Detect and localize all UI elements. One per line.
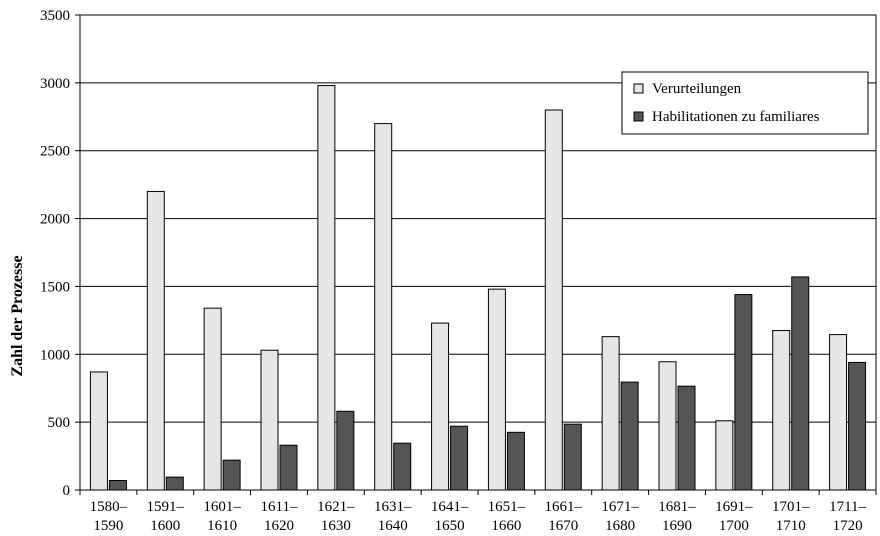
bar-verurteilungen: [203, 307, 222, 491]
bar-habilitationen: [677, 385, 696, 491]
bar-verurteilungen: [829, 334, 848, 491]
x-tick-label: 1651–: [488, 499, 526, 515]
x-tick-label: 1701–: [772, 499, 810, 515]
x-tick-label: 1631–: [374, 499, 412, 515]
x-tick-label: 1600: [150, 518, 180, 534]
legend-swatch-habilitationen: [633, 111, 644, 122]
x-tick-label: 1661–: [545, 499, 583, 515]
bar-habilitationen: [336, 410, 355, 491]
x-tick-label: 1620: [264, 518, 294, 534]
x-tick-label: 1611–: [261, 499, 298, 515]
bar-habilitationen: [791, 276, 810, 491]
x-tick-label: 1621–: [317, 499, 355, 515]
bar-verurteilungen: [260, 349, 279, 491]
bar-verurteilungen: [431, 322, 450, 491]
y-tick-label: 3000: [40, 76, 70, 92]
bar-verurteilungen: [374, 123, 393, 491]
bar-verurteilungen: [715, 420, 734, 491]
y-tick-label: 0: [63, 483, 71, 499]
bar-habilitationen: [108, 480, 127, 491]
bar-habilitationen: [620, 381, 639, 491]
x-tick-labels: 1580– 1590 1591– 1600 1601– 1610 1611– 1620 1621…: [79, 490, 877, 534]
legend-swatch-verurteilungen: [633, 83, 644, 94]
bars: [89, 85, 867, 491]
y-tick-label: 1500: [40, 279, 70, 295]
x-tick-label: 1670: [548, 518, 578, 534]
bar-habilitationen: [222, 459, 241, 491]
bar-verurteilungen: [772, 330, 791, 491]
x-tick-label: 1640: [378, 518, 408, 534]
x-tick-label: 1601–: [203, 499, 241, 515]
x-tick-label: 1720: [833, 518, 863, 534]
x-tick-label: 1681–: [658, 499, 696, 515]
bar-habilitationen: [848, 361, 867, 491]
y-tick-label: 2000: [40, 212, 70, 228]
y-tick-label: 1000: [40, 347, 70, 363]
x-tick-label: 1711–: [829, 499, 866, 515]
x-tick-label: 1641–: [431, 499, 469, 515]
y-tick-labels: 0 500 1000 1500 2000 2500 3000 3500: [40, 8, 80, 499]
x-tick-label: 1680: [605, 518, 635, 534]
y-axis-label: Zahl der Prozesse: [9, 255, 26, 376]
x-tick-label: 1580–: [90, 499, 128, 515]
bar-verurteilungen: [317, 85, 336, 491]
x-tick-label: 1691–: [715, 499, 753, 515]
x-tick-label: 1660: [491, 518, 521, 534]
y-tick-label: 2500: [40, 144, 70, 160]
legend-label-verurteilungen: Verurteilungen: [652, 81, 742, 97]
bar-habilitationen: [393, 442, 412, 491]
x-tick-label: 1700: [719, 518, 749, 534]
bar-habilitationen: [506, 431, 525, 491]
x-tick-label: 1630: [321, 518, 351, 534]
y-tick-label: 3500: [40, 8, 70, 24]
bar-habilitationen: [279, 444, 298, 491]
bar-verurteilungen: [89, 371, 108, 491]
bar-verurteilungen: [544, 109, 563, 491]
bar-verurteilungen: [146, 190, 165, 491]
bar-verurteilungen: [601, 336, 620, 491]
bar-habilitationen: [563, 423, 582, 491]
x-tick-label: 1610: [207, 518, 237, 534]
bar-verurteilungen: [658, 361, 677, 491]
legend-box: [621, 71, 869, 135]
x-tick-label: 1650: [435, 518, 465, 534]
x-tick-label: 1710: [776, 518, 806, 534]
bar-habilitationen: [450, 425, 469, 491]
y-tick-label: 500: [48, 415, 71, 431]
legend-label-habilitationen: Habilitationen zu familiares: [652, 109, 820, 125]
x-tick-label: 1591–: [147, 499, 185, 515]
bar-habilitationen: [165, 476, 184, 491]
bar-habilitationen: [734, 294, 753, 491]
legend: Verurteilungen Habilitationen zu familiar…: [621, 71, 869, 135]
bar-verurteilungen: [487, 288, 506, 491]
x-tick-label: 1690: [662, 518, 692, 534]
x-tick-label: 1671–: [601, 499, 639, 515]
x-tick-label: 1590: [93, 518, 123, 534]
